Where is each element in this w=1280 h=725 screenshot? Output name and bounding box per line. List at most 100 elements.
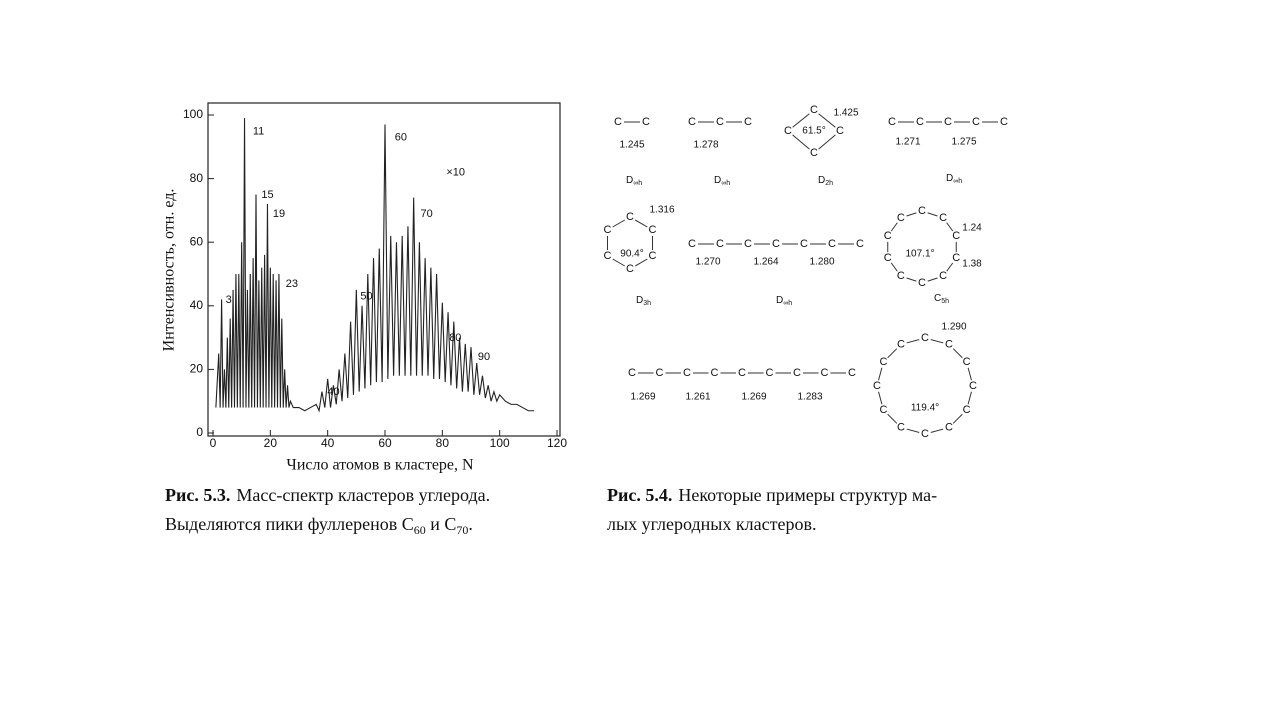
atom: C	[884, 252, 892, 264]
atom-bg	[914, 116, 926, 128]
atom: C	[772, 238, 780, 250]
y-tick-label: 40	[190, 298, 204, 312]
atom-bg	[640, 116, 652, 128]
caption: Выделяются пики фуллеренов C60 и C70.	[165, 514, 473, 537]
atom-bg	[886, 116, 898, 128]
atom: C	[649, 224, 657, 236]
atom: C	[738, 367, 746, 379]
caption-text: лых углеродных кластеров.	[607, 514, 816, 534]
symmetry-base: D	[946, 173, 953, 184]
atom: C	[969, 380, 977, 392]
caption-text: .	[468, 514, 473, 534]
atom: C	[916, 116, 924, 128]
atom: C	[628, 367, 636, 379]
atom: C	[810, 104, 818, 116]
atom: C	[683, 367, 691, 379]
peak-label: 23	[286, 278, 298, 290]
atom: C	[744, 116, 752, 128]
symmetry-base: D	[626, 175, 633, 186]
atom-bg	[601, 250, 614, 262]
atom-bg	[646, 250, 659, 262]
atom: C	[810, 147, 818, 159]
atom: C	[821, 367, 829, 379]
atom-bg	[871, 380, 883, 392]
atom-bg	[714, 116, 726, 128]
peak-label: 70	[421, 208, 433, 220]
atom-bg	[826, 238, 838, 250]
atom: C	[921, 428, 929, 440]
symmetry-sub: 2h	[825, 180, 833, 187]
symmetry-base: D	[818, 175, 825, 186]
x-tick-label: 40	[321, 436, 335, 450]
atom: C	[793, 367, 801, 379]
atom: C	[604, 250, 612, 262]
atom: C	[688, 238, 696, 250]
atom: C	[766, 367, 774, 379]
atom-bg	[708, 367, 721, 379]
atom: C	[828, 238, 836, 250]
atom-bg	[834, 125, 846, 137]
y-tick-label: 20	[190, 362, 204, 376]
x-tick-label: 20	[264, 436, 278, 450]
y-axis-label: Интенсивность, отн. ед.	[161, 189, 178, 352]
atom: C	[921, 332, 929, 344]
atom: C	[711, 367, 719, 379]
bond-length: 1.269	[630, 392, 655, 403]
atom-bg	[686, 238, 698, 250]
atom-bg	[942, 116, 954, 128]
bond-length: 1.271	[895, 137, 920, 148]
atom-bg	[818, 367, 831, 379]
atom: C	[884, 230, 892, 242]
atom: C	[784, 125, 792, 137]
atom: C	[642, 116, 650, 128]
atom-bg	[998, 116, 1010, 128]
bond-length: 1.264	[753, 257, 778, 268]
atom-bg	[937, 270, 950, 283]
atom: C	[939, 212, 947, 224]
peak-label: 19	[273, 208, 285, 220]
atom-bg	[601, 224, 614, 236]
bond-length: 1.290	[941, 322, 966, 333]
bond-length: 1.38	[962, 259, 982, 270]
y-tick-label: 0	[196, 425, 203, 439]
symmetry-sub: ∞h	[953, 178, 962, 185]
bond-length: 1.269	[741, 392, 766, 403]
atom-bg	[653, 367, 666, 379]
atom-bg	[624, 211, 636, 223]
atom-bg	[950, 229, 963, 242]
atom-bg	[877, 404, 890, 416]
atom-bg	[919, 332, 931, 344]
bond-length: 1.261	[685, 392, 710, 403]
bond-length: 1.278	[693, 140, 718, 151]
atom: C	[897, 338, 905, 350]
atom-bg	[686, 116, 698, 128]
atom-bg	[877, 356, 890, 368]
symmetry-sub: 3h	[643, 300, 651, 307]
atom: C	[604, 224, 612, 236]
atom: C	[945, 421, 953, 433]
symmetry: D2h	[818, 175, 833, 187]
atom: C	[800, 238, 808, 250]
atom: C	[897, 270, 905, 282]
atom: C	[897, 212, 905, 224]
caption-label: Рис. 5.4.	[607, 485, 672, 505]
caption-text: Выделяются пики фуллеренов C	[165, 514, 414, 534]
symmetry: D∞h	[714, 175, 730, 187]
symmetry-base: D	[636, 295, 643, 306]
symmetry: D∞h	[626, 175, 642, 187]
bond-length: 1.280	[809, 257, 834, 268]
atom: C	[918, 205, 926, 217]
symmetry-base: D	[776, 295, 783, 306]
atom-bg	[612, 116, 624, 128]
atom: C	[848, 367, 856, 379]
symmetry: C5h	[934, 293, 949, 305]
atom-bg	[960, 356, 973, 368]
atom-bg	[742, 238, 754, 250]
atom-bg	[894, 211, 907, 224]
atom: C	[716, 238, 724, 250]
atom-bg	[960, 404, 973, 416]
atom: C	[873, 380, 881, 392]
caption-subscript: 70	[456, 523, 468, 537]
x-tick-label: 60	[378, 436, 392, 450]
